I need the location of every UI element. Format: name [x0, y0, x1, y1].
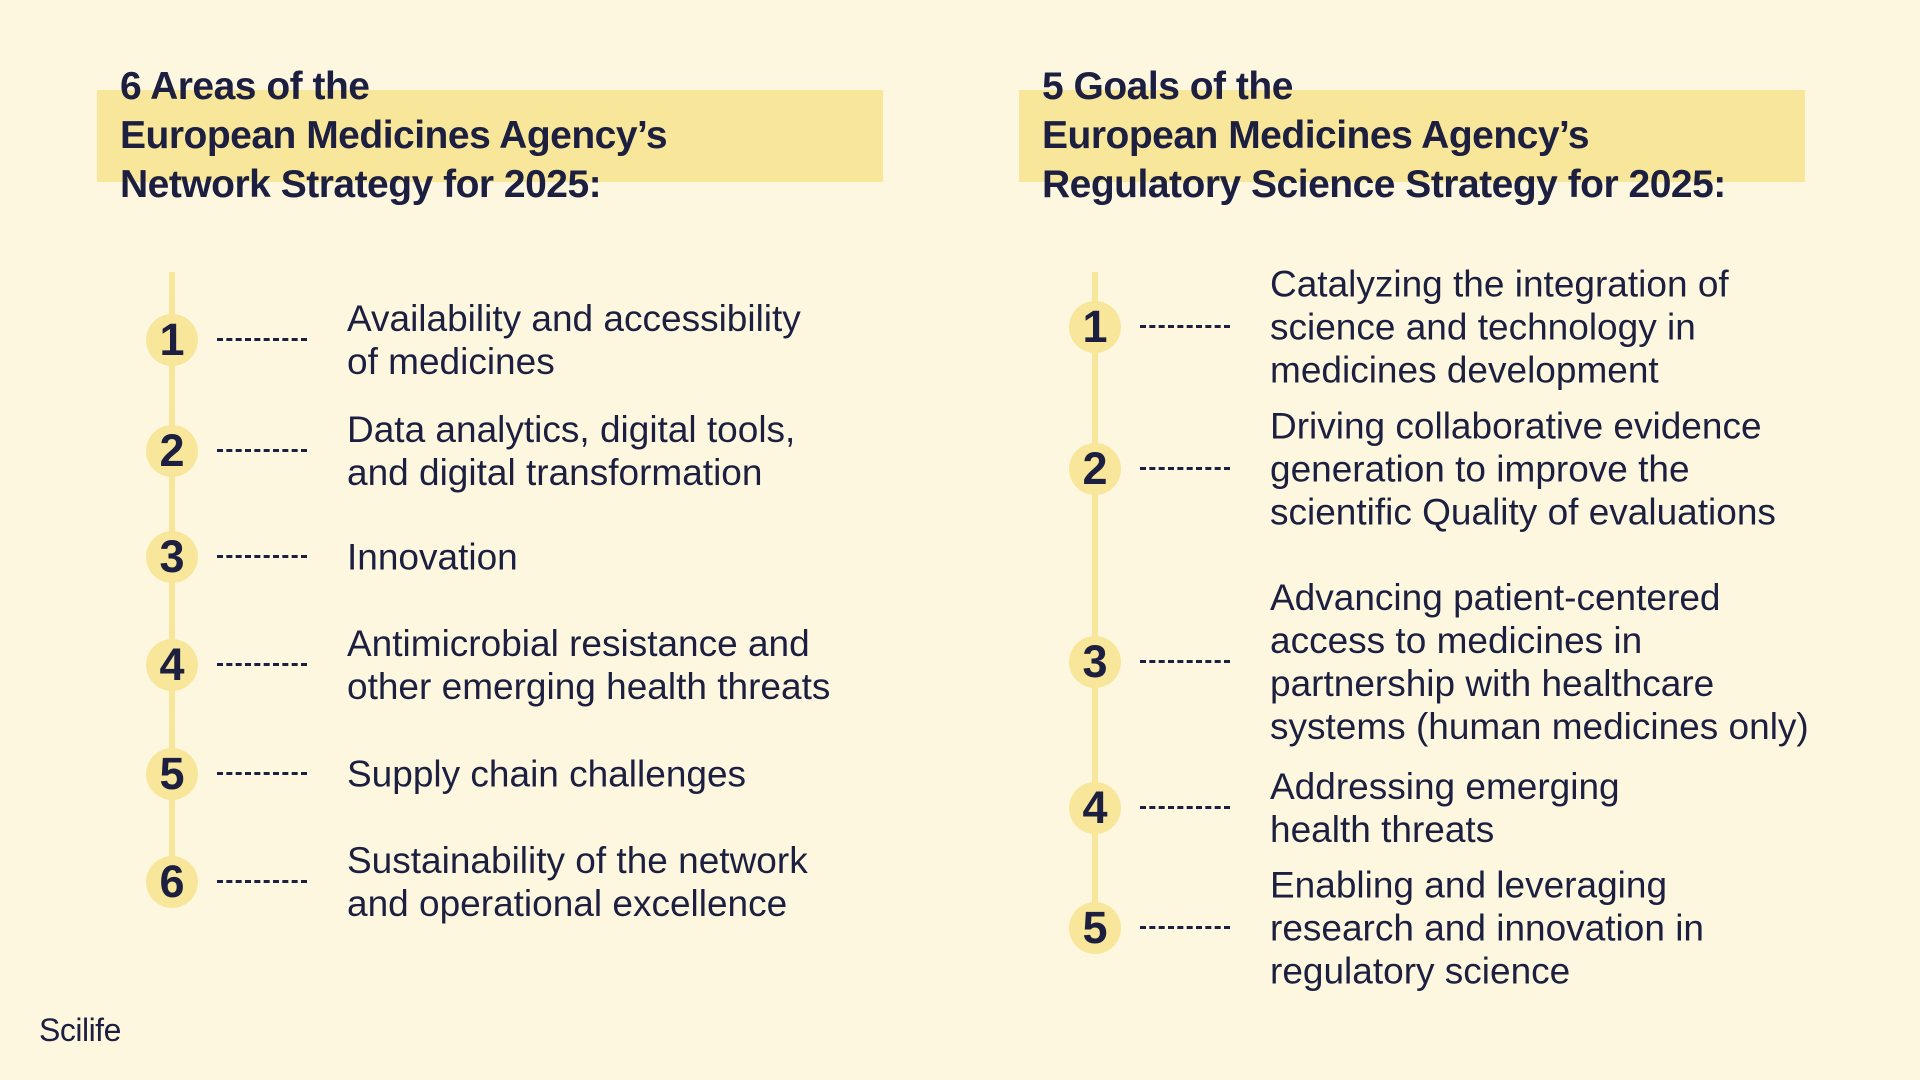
dashed-connector — [1140, 467, 1230, 470]
dashed-connector — [1140, 926, 1230, 929]
number-badge: 1 — [146, 314, 198, 366]
title-block: 6 Areas of the European Medicines Agency… — [97, 62, 883, 209]
number-badge: 4 — [146, 639, 198, 691]
number-badge: 2 — [146, 425, 198, 477]
item-label: Data analytics, digital tools, and digit… — [347, 409, 796, 493]
title-block: 5 Goals of the European Medicines Agency… — [1019, 62, 1805, 209]
dashed-connector — [1140, 325, 1230, 328]
dashed-connector — [217, 338, 307, 341]
number-badge: 5 — [1069, 902, 1121, 954]
dashed-connector — [217, 880, 307, 883]
panel-title: 5 Goals of the European Medicines Agency… — [1042, 65, 1726, 206]
dashed-connector — [217, 772, 307, 775]
dashed-connector — [1140, 806, 1230, 809]
number-badge: 6 — [146, 856, 198, 908]
item-label: Enabling and leveraging research and inn… — [1270, 864, 1705, 992]
brand-logo: Scilife — [39, 1012, 121, 1048]
timeline-spine — [1092, 272, 1098, 940]
item-label: Driving collaborative evidence generatio… — [1270, 405, 1776, 533]
item-label: Availability and accessibility of medici… — [347, 298, 801, 382]
panel-title: 6 Areas of the European Medicines Agency… — [120, 65, 668, 206]
dashed-connector — [1140, 660, 1230, 663]
title-highlight — [97, 90, 883, 182]
dashed-connector — [217, 663, 307, 666]
item-label: Sustainability of the network and operat… — [347, 840, 808, 924]
title-highlight — [1019, 90, 1805, 182]
number-badge: 4 — [1069, 782, 1121, 834]
item-label: Innovation — [347, 536, 518, 578]
number-badge: 3 — [1069, 636, 1121, 688]
dashed-connector — [217, 555, 307, 558]
item-label: Catalyzing the integration of science an… — [1270, 263, 1729, 391]
number-badge: 2 — [1069, 443, 1121, 495]
number-badge: 3 — [146, 531, 198, 583]
number-badge: 5 — [146, 748, 198, 800]
item-label: Advancing patient-centered access to med… — [1270, 577, 1809, 747]
item-label: Addressing emerging health threats — [1270, 766, 1620, 850]
item-label: Antimicrobial resistance and other emerg… — [347, 623, 831, 707]
item-label: Supply chain challenges — [347, 753, 747, 795]
number-badge: 1 — [1069, 301, 1121, 353]
dashed-connector — [217, 449, 307, 452]
